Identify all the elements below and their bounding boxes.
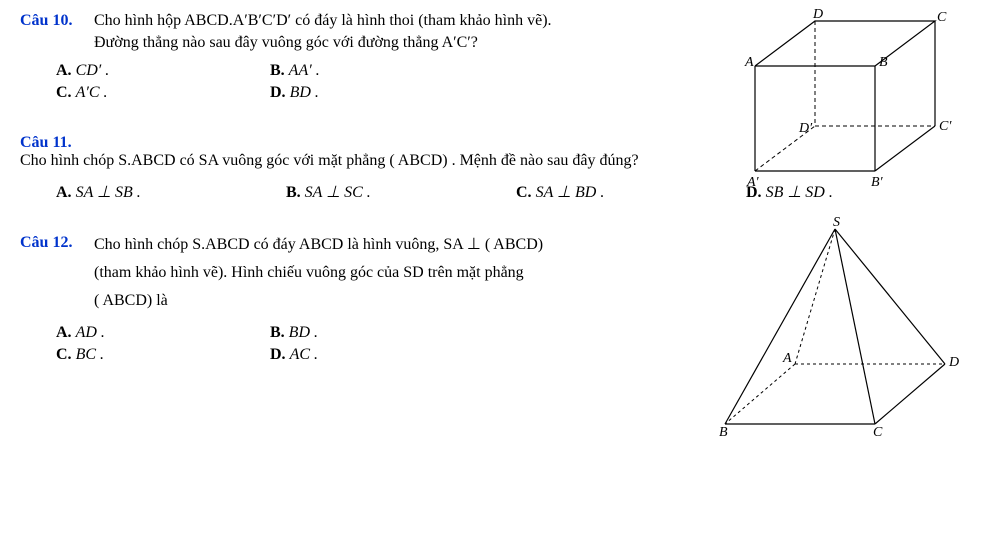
label-B: B <box>879 55 888 70</box>
label-S: S <box>833 215 840 230</box>
label-D: D <box>812 7 823 22</box>
q12-opt-c: C. BC . <box>56 346 256 364</box>
label-Cp: C′ <box>939 119 952 134</box>
q12-line3: ( ABCD) là <box>94 292 714 310</box>
label-C: C <box>937 10 947 25</box>
q10-body: Cho hình hộp ABCD.A′B′C′D′ có đáy là hìn… <box>94 12 714 56</box>
q10-line2: Đường thẳng nào sau đây vuông góc với đư… <box>94 34 714 52</box>
q12-opt-a: A. AD . <box>56 324 256 342</box>
q10-opt-b-text: AA′ . <box>289 62 320 79</box>
q12-label: Câu 12. <box>20 234 90 252</box>
q10-opt-d-text: BD . <box>290 84 319 101</box>
q10-label: Câu 10. <box>20 12 90 30</box>
question-12: Câu 12. Cho hình chóp S.ABCD có đáy ABCD… <box>20 234 965 368</box>
question-11: Câu 11. Cho hình chóp S.ABCD có SA vuông… <box>20 134 965 206</box>
q10-opt-a: A. CD′ . <box>56 62 256 80</box>
q10-opt-c: C. A′C . <box>56 84 256 102</box>
q12-body: Cho hình chóp S.ABCD có đáy ABCD là hình… <box>94 234 714 314</box>
q12-opt-c-text: BC . <box>76 346 104 363</box>
q12-line1: Cho hình chóp S.ABCD có đáy ABCD là hình… <box>94 234 714 254</box>
q11-opt-d: D. SB ⊥ SD . <box>746 182 946 202</box>
q11-label: Câu 11. <box>20 134 90 152</box>
q11-opt-c-text: SA ⊥ BD . <box>536 184 605 201</box>
q12-figure: S A B C D <box>695 214 965 444</box>
label-A: A <box>744 55 754 70</box>
q10-opt-c-text: A′C . <box>76 84 108 101</box>
q11-opt-b-text: SA ⊥ SC . <box>305 184 371 201</box>
q11-opt-a: A. SA ⊥ SB . <box>56 182 256 202</box>
q12-opt-d: D. AC . <box>270 346 470 364</box>
q12-line2: (tham khảo hình vẽ). Hình chiếu vuông gó… <box>94 264 714 282</box>
pyramid-diagram: S A B C D <box>695 214 965 439</box>
q10-opt-b: B. AA′ . <box>270 62 470 80</box>
q11-opt-d-text: SB ⊥ SD . <box>766 184 833 201</box>
q10-opt-d: D. BD . <box>270 84 470 102</box>
label-B2: B <box>719 425 728 439</box>
q12-opt-b: B. BD . <box>270 324 470 342</box>
label-A2: A <box>782 351 792 366</box>
q10-line1: Cho hình hộp ABCD.A′B′C′D′ có đáy là hìn… <box>94 12 714 30</box>
q12-opt-b-text: BD . <box>289 324 318 341</box>
label-D2: D <box>948 355 959 370</box>
q11-opt-b: B. SA ⊥ SC . <box>286 182 486 202</box>
q11-options: A. SA ⊥ SB . B. SA ⊥ SC . C. SA ⊥ BD . D… <box>56 182 965 206</box>
question-10: Câu 10. Cho hình hộp ABCD.A′B′C′D′ có đá… <box>20 12 965 106</box>
q12-opt-a-text: AD . <box>76 324 105 341</box>
q11-opt-c: C. SA ⊥ BD . <box>516 182 716 202</box>
q11-line1: Cho hình chóp S.ABCD có SA vuông góc với… <box>20 152 639 169</box>
q10-opt-a-text: CD′ . <box>76 62 110 79</box>
label-C2: C <box>873 425 883 439</box>
q11-body: Cho hình chóp S.ABCD có SA vuông góc với… <box>20 152 900 170</box>
q12-opt-d-text: AC . <box>290 346 318 363</box>
q11-opt-a-text: SA ⊥ SB . <box>76 184 141 201</box>
